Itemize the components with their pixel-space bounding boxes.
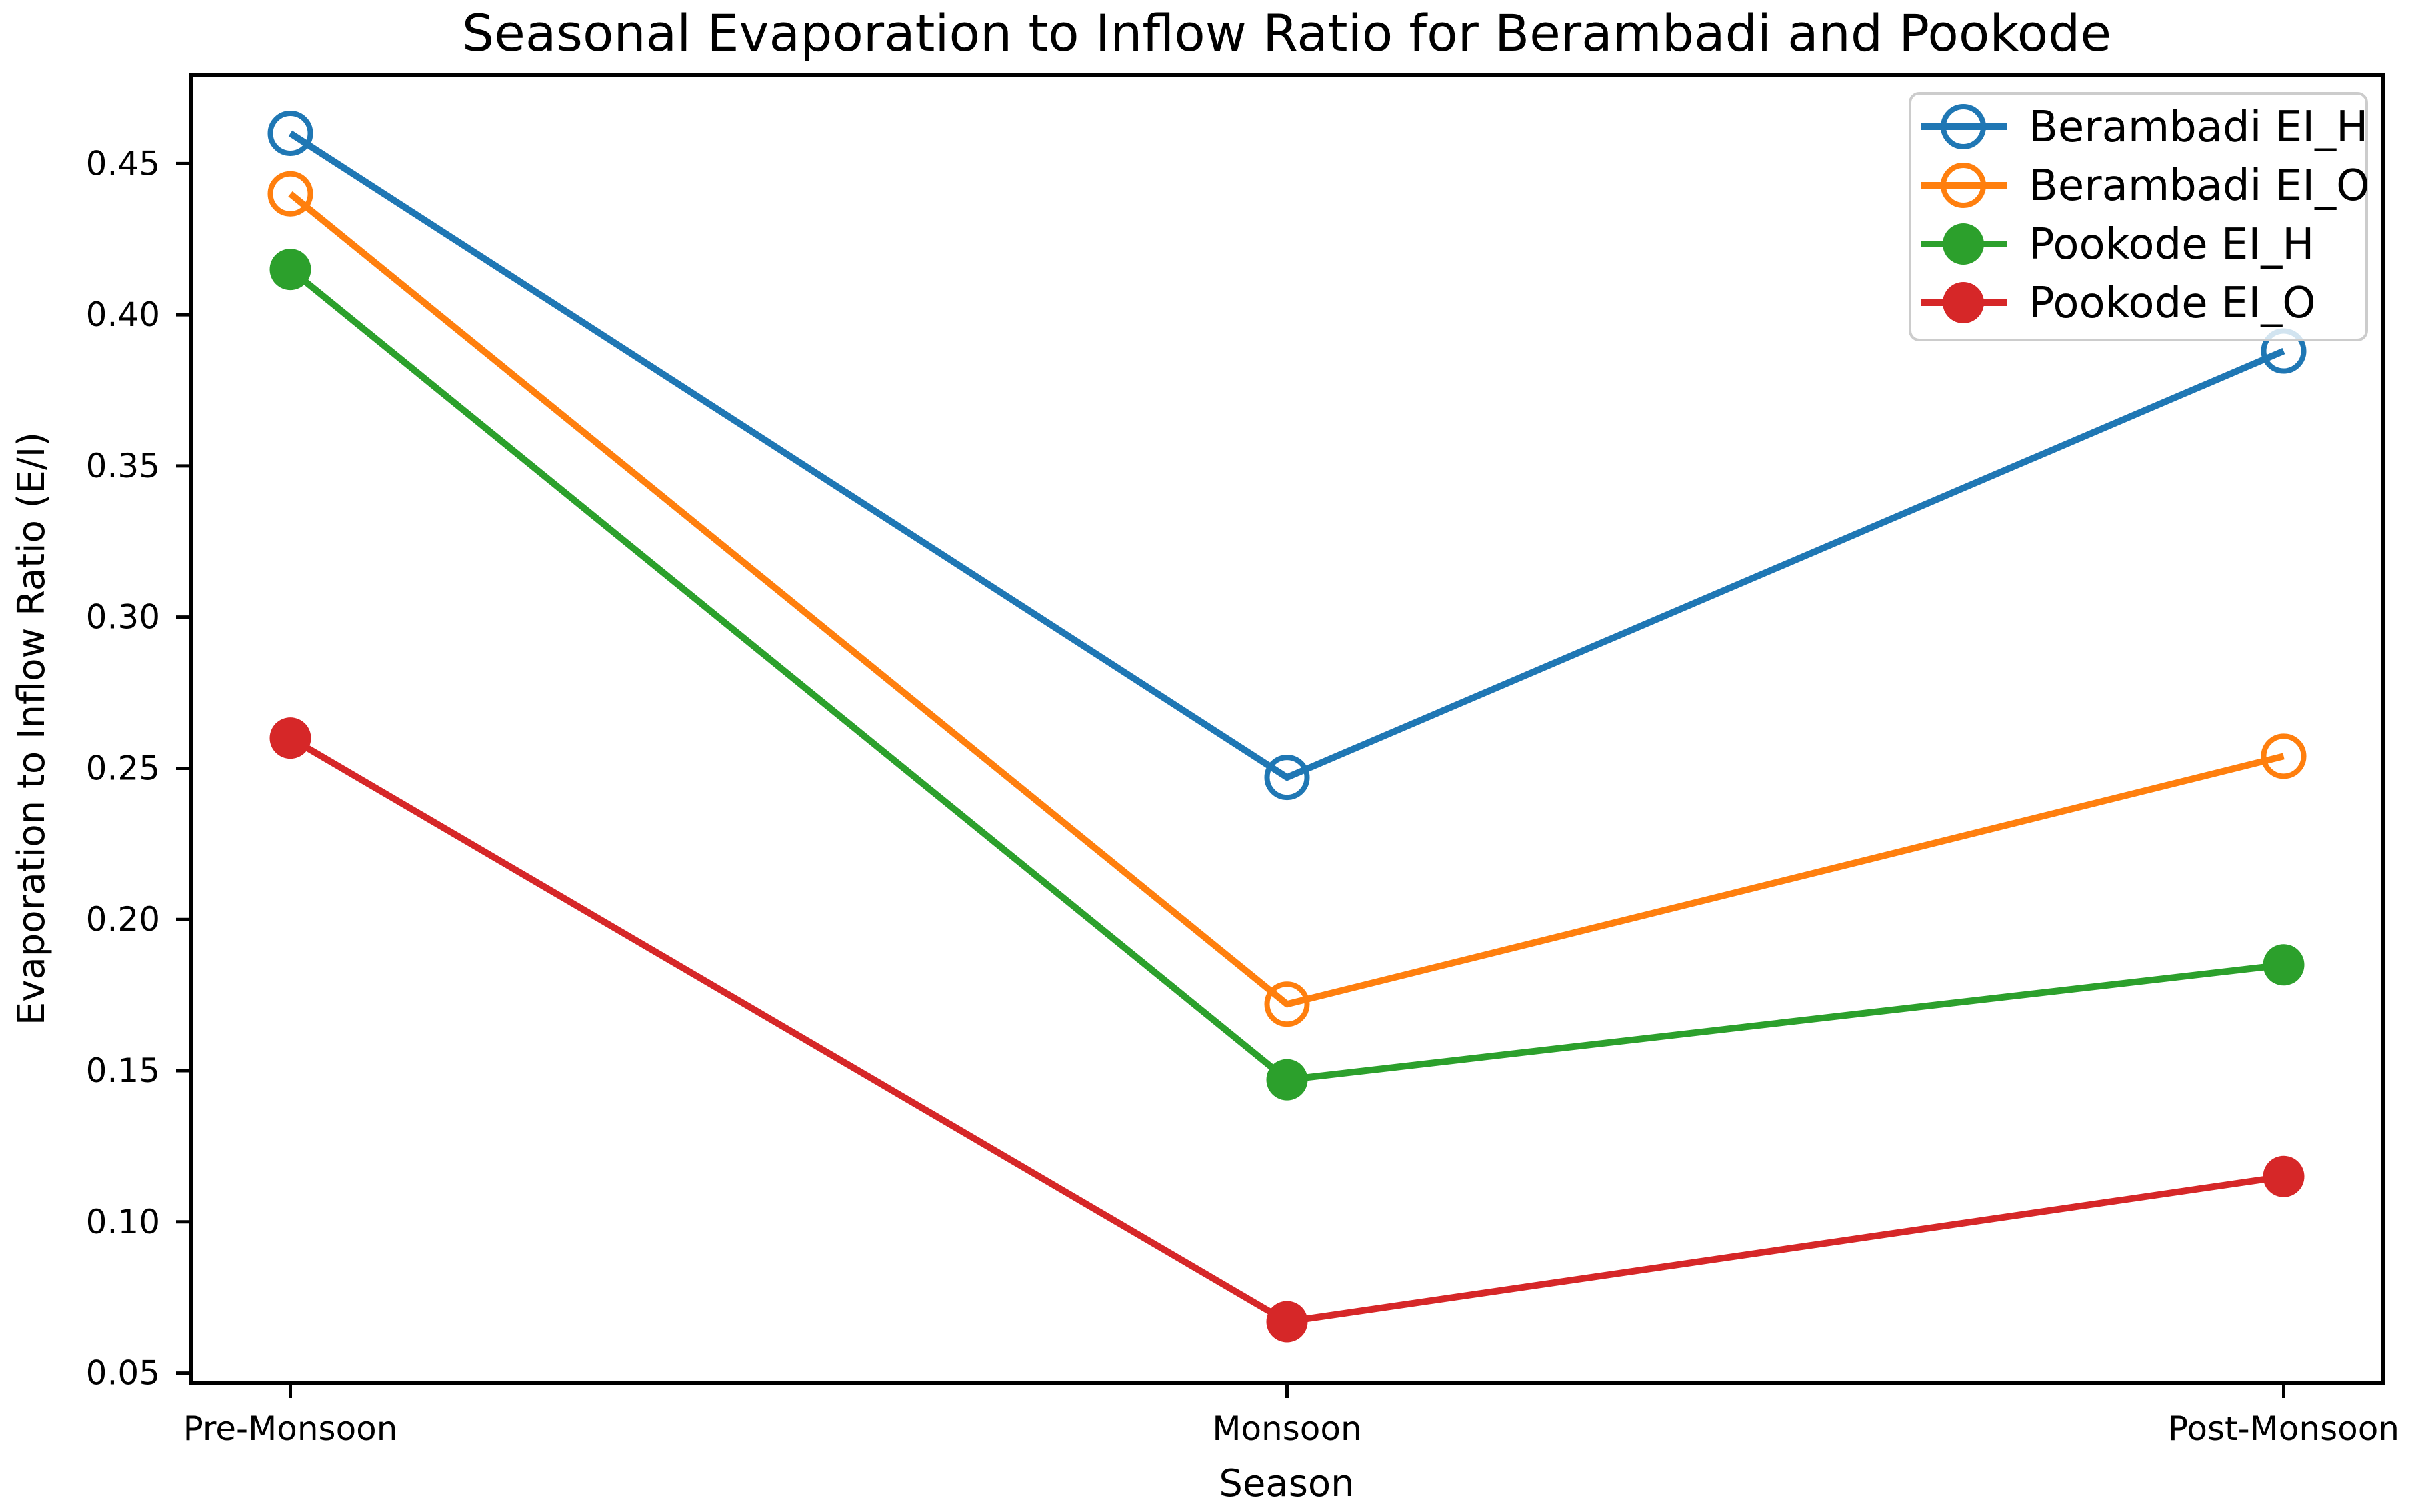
legend-entry: Berambadi EI_H [1921,103,2368,152]
legend: Berambadi EI_H Berambadi EI_O Pookode EI_H… [1909,92,2369,341]
legend-marker-open [1941,163,1986,208]
x-axis-label: Season [1219,1462,1354,1505]
data-point-filled [269,717,311,759]
y-tick-label: 0.45 [86,144,160,183]
legend-label: Berambadi EI_O [2029,161,2369,211]
x-tick-label: Post-Monsoon [2168,1409,2399,1448]
data-point-filled [1266,1059,1308,1101]
data-point-open [2261,733,2307,779]
y-tick-label: 0.05 [86,1354,160,1393]
y-tick-label: 0.10 [86,1203,160,1241]
data-point-open [267,110,313,156]
x-tick-label: Monsoon [1212,1409,1361,1448]
plot-area: 0.05 0.10 0.15 0.20 0.25 0.30 0.35 0.40 0.45 Pre-… [86,73,2399,1448]
legend-label: Berambadi EI_H [2029,103,2368,152]
legend-entry: Pookode EI_H [1921,220,2314,269]
data-point-filled [269,249,311,291]
x-tick-label: Pre-Monsoon [183,1409,398,1448]
y-tick-label: 0.40 [86,295,160,334]
legend-label: Pookode EI_H [2029,220,2314,269]
data-point-open [1264,981,1310,1027]
data-point-open [1264,755,1310,801]
series-line [288,191,2285,1008]
y-tick-label: 0.15 [86,1051,160,1090]
data-point-open [267,171,313,217]
series-pookode-ei-h [269,249,2305,1101]
legend-label: Pookode EI_O [2029,279,2316,328]
y-tick-label: 0.30 [86,598,160,637]
legend-marker-filled [1943,282,1984,323]
series-berambadi-ei-o [267,171,2307,1027]
data-point-filled [1266,1301,1308,1343]
series-line [288,130,2285,781]
legend-marker-open [1941,104,1986,149]
legend-box [1909,92,2368,341]
legend-marker-filled [1943,223,1984,265]
y-axis-label: Evaporation to Inflow Ratio (E/I) [10,432,53,1025]
y-tick-label: 0.35 [86,447,160,485]
series-pookode-ei-o [269,717,2305,1343]
y-tick-label: 0.20 [86,900,160,939]
data-point-filled [2263,944,2305,986]
y-tick-label: 0.25 [86,749,160,787]
legend-entry: Pookode EI_O [1921,279,2316,328]
chart-title: Seasonal Evaporation to Inflow Ratio for… [462,3,2111,63]
legend-entry: Berambadi EI_O [1921,161,2369,211]
data-point-filled [2263,1155,2305,1197]
